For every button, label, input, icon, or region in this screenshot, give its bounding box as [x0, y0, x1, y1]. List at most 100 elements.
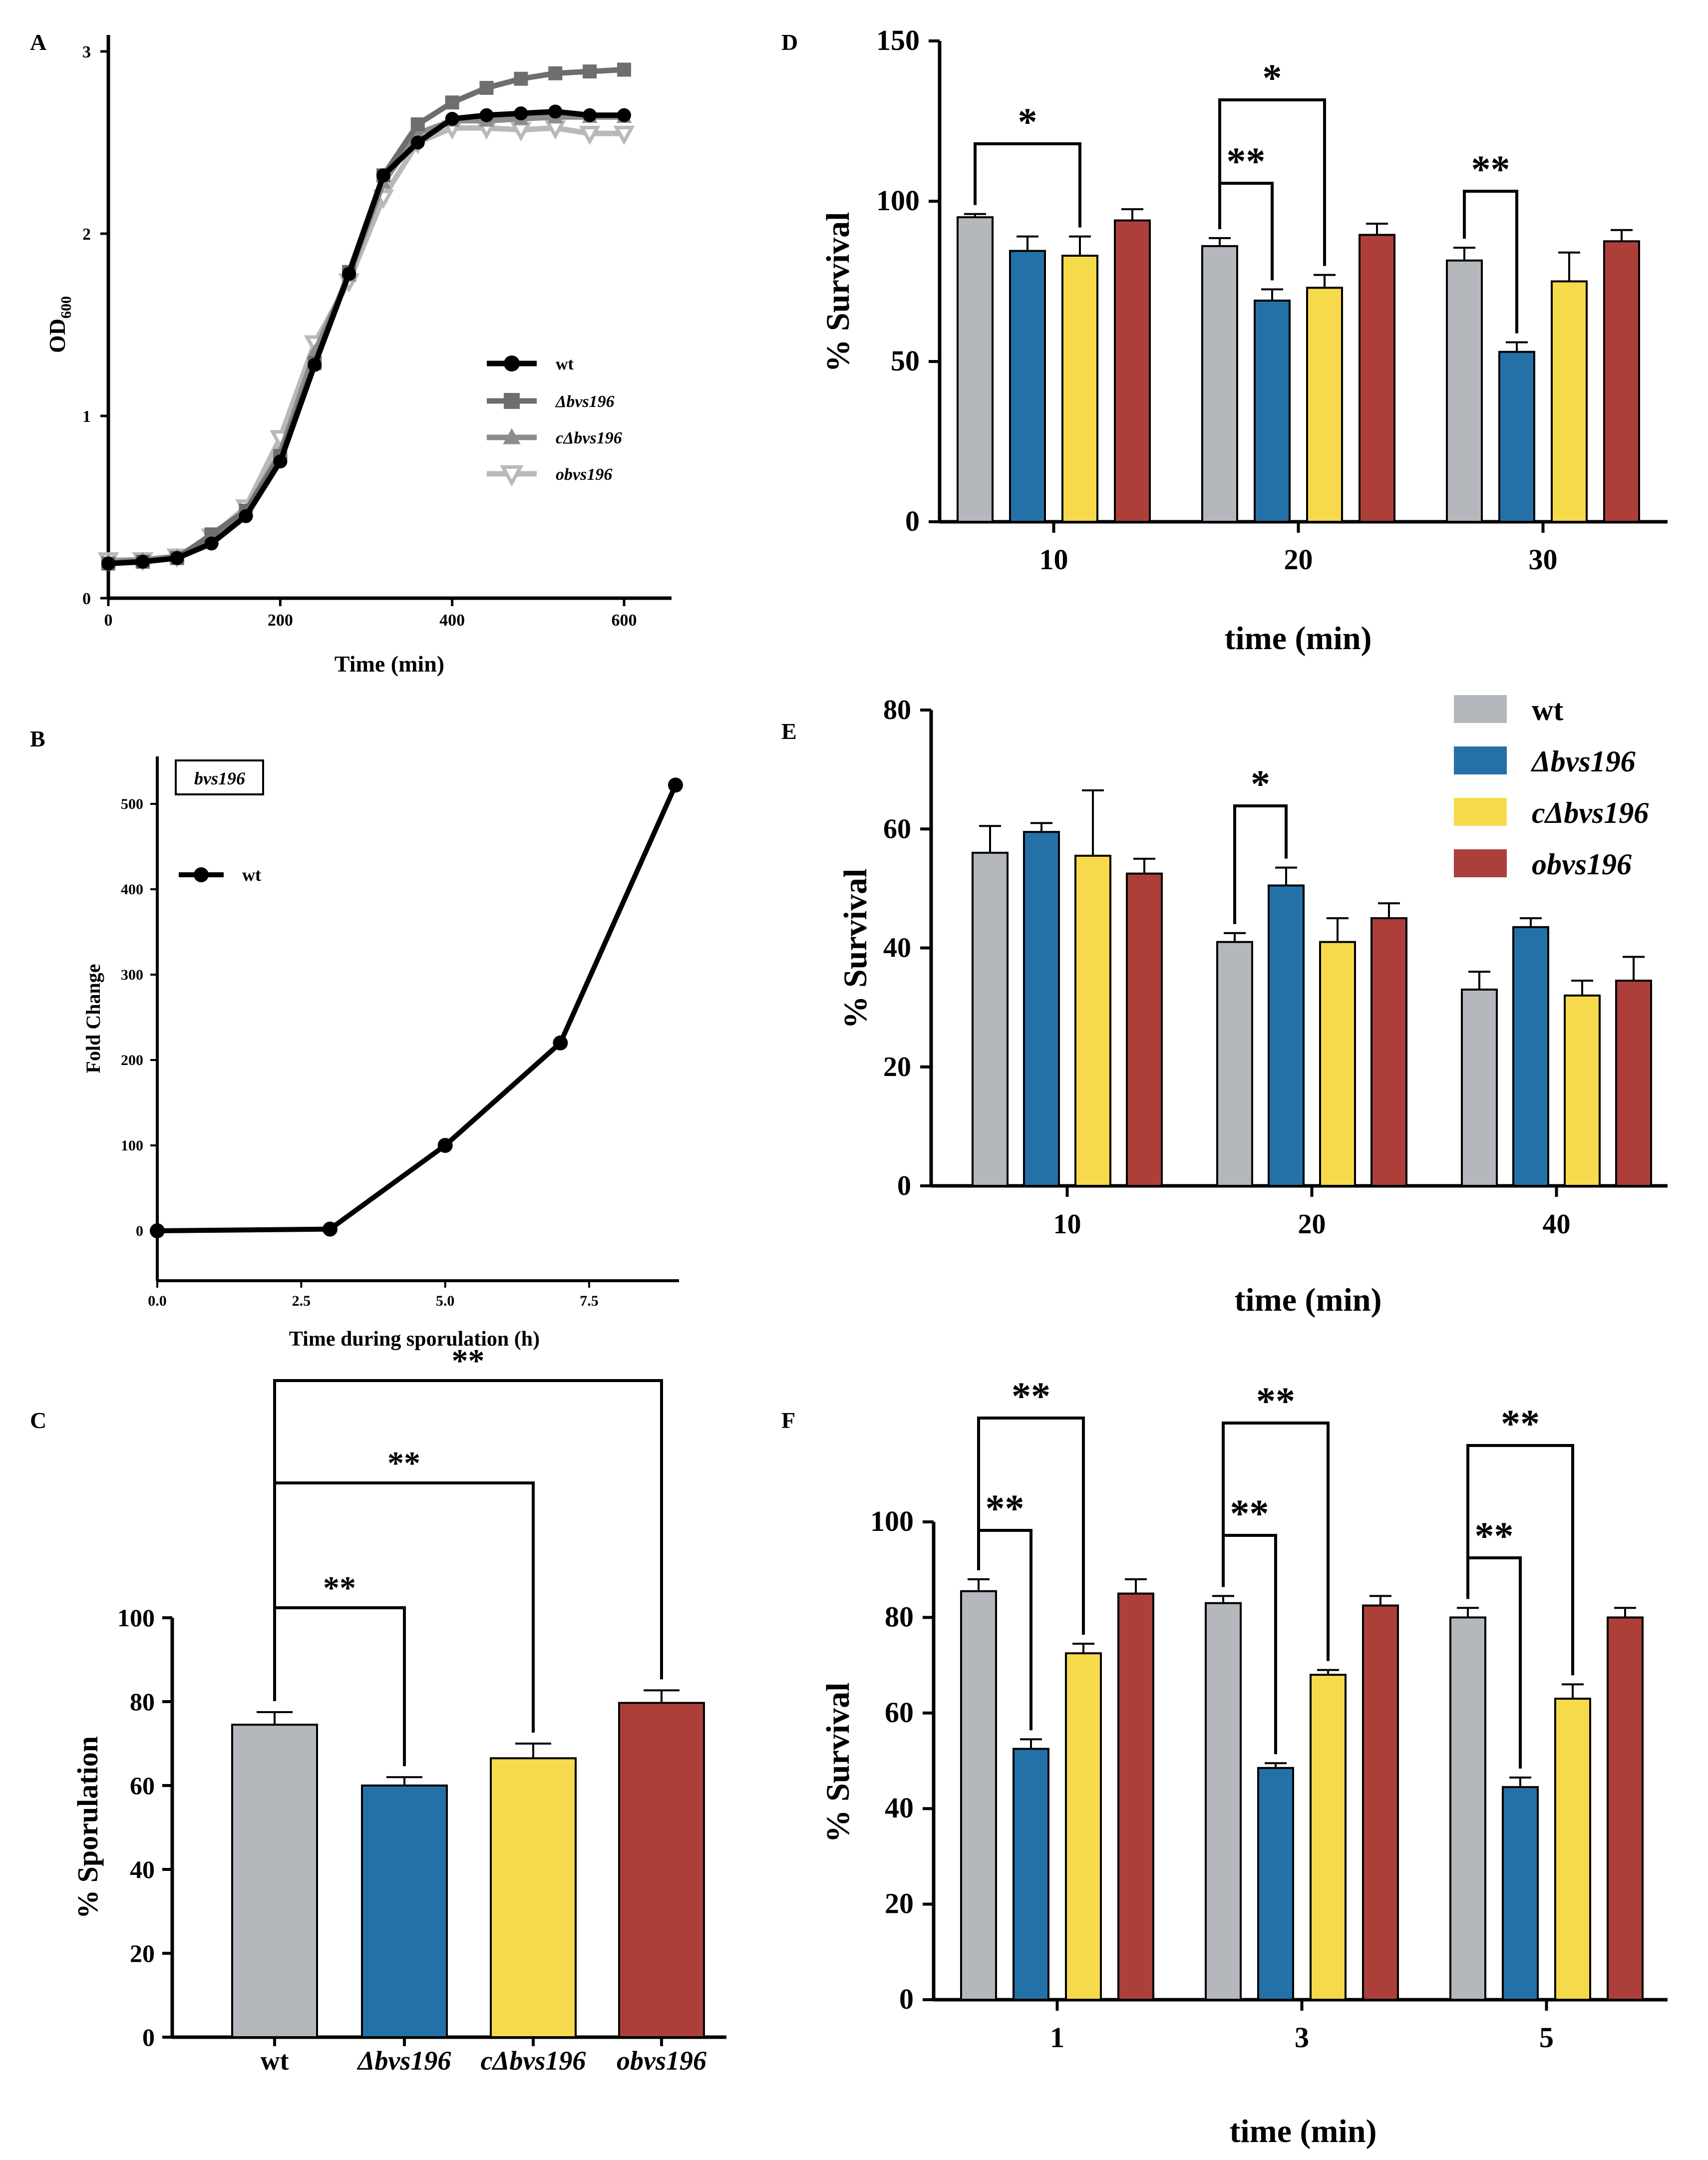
- series-line-Δbvs196: [108, 67, 625, 567]
- bar-obvs196-5: [1607, 1616, 1644, 2001]
- y-tick-label: 60: [883, 813, 911, 844]
- legend-marker-wt: [504, 356, 520, 371]
- y-tick-label: 100: [117, 1604, 155, 1632]
- panel-label-a: A: [30, 29, 46, 55]
- x-tick-label: cΔbvs196: [481, 2046, 586, 2076]
- bar-wt-1: [960, 1590, 997, 2001]
- x-tick-label: 1: [1050, 2021, 1064, 2054]
- x-tick-label: 0.0: [148, 1293, 167, 1309]
- bar-Δbvs196-1: [1013, 1748, 1049, 2001]
- legend-swatch-cΔbvs196: [1454, 798, 1507, 826]
- x-tick-label: 10: [1039, 543, 1068, 576]
- significance-bracket-label: **: [1471, 147, 1510, 191]
- x-axis-label: Time during sporulation (h): [289, 1328, 540, 1351]
- legend-marker-cΔbvs196: [503, 428, 521, 444]
- panel-label-b: B: [30, 726, 45, 751]
- x-tick-label: 400: [439, 611, 465, 630]
- legend-label-cΔbvs196: cΔbvs196: [1532, 796, 1649, 829]
- chart-f-survival: 0 20 40 60 80 100 time (min) % Survival 1 3 5 ** ** *…: [820, 1374, 1668, 2150]
- x-tick-label: Δbvs196: [357, 2046, 451, 2076]
- bar-Δbvs196-5: [1502, 1786, 1539, 2001]
- y-tick-label: 80: [883, 695, 911, 725]
- series-line-cΔbvs196: [108, 114, 624, 565]
- x-tick-label: 40: [1543, 1209, 1571, 1240]
- bar-cΔbvs196-5: [1554, 1698, 1591, 2001]
- significance-bracket: [974, 142, 1081, 228]
- significance-bracket-label: **: [1230, 1491, 1269, 1535]
- legend-swatch-Δbvs196: [1454, 746, 1507, 774]
- data-point-Δbvs196: [445, 95, 459, 110]
- chart-e-survival: 0 20 40 60 80 time (min) % Survival 10 20 40 * wt Δb…: [837, 694, 1668, 1318]
- bar-wt-20: [1216, 941, 1253, 1187]
- data-point-cΔbvs196: [410, 125, 426, 140]
- bar-Δbvs196-40: [1512, 926, 1549, 1187]
- data-point-Δbvs196: [410, 117, 425, 131]
- legend-label-obvs196: obvs196: [556, 465, 612, 484]
- significance-bracket-label: **: [1501, 1402, 1540, 1445]
- y-tick-label: 50: [891, 345, 920, 377]
- significance-bracket: [273, 1379, 663, 1701]
- bar-cΔbvs196-40: [1564, 994, 1601, 1187]
- chart-b-fold-change: 0.0 2.5 5.0 7.5 0 100 200 300 400 500 Time during …: [82, 756, 683, 1351]
- y-axis-label: Fold Change: [82, 964, 104, 1074]
- panel-label-c: C: [30, 1408, 46, 1433]
- y-tick-label: 300: [121, 967, 143, 983]
- data-point-wt: [617, 108, 631, 122]
- y-tick-label: 40: [883, 933, 911, 964]
- series-line-obvs196: [108, 125, 624, 563]
- bar-obvs196-20: [1370, 917, 1407, 1187]
- y-tick-label: 0: [82, 590, 91, 608]
- bar-obvs196-1: [1117, 1592, 1154, 2001]
- panel-label-f: F: [781, 1408, 795, 1433]
- x-axis-label: Time (min): [335, 651, 444, 677]
- legend-label-wt: wt: [242, 865, 261, 885]
- y-tick-label: 150: [876, 24, 920, 56]
- data-point-Δbvs196: [548, 66, 563, 80]
- x-tick-label: 2.5: [292, 1293, 311, 1309]
- bar-wt-3: [1205, 1602, 1242, 2001]
- significance-bracket-label: **: [986, 1486, 1025, 1530]
- gene-label-box: [175, 759, 264, 795]
- significance-bracket: [1466, 1444, 1574, 1676]
- x-tick-label: wt: [261, 2046, 289, 2076]
- x-tick-label: 0: [104, 611, 113, 630]
- significance-bracket-label: **: [1227, 139, 1266, 183]
- y-tick-label: 3: [82, 43, 91, 61]
- y-tick-label: 0: [142, 2023, 155, 2051]
- significance-bracket-label: *: [1263, 56, 1282, 99]
- bar-obvs196-3: [1362, 1604, 1399, 2001]
- data-point-wt: [445, 112, 459, 126]
- x-tick-label: 20: [1298, 1209, 1326, 1240]
- bar-obvs196: [618, 1702, 705, 2038]
- data-point-wt: [170, 551, 184, 565]
- data-point-wt: [204, 536, 219, 551]
- bar-cΔbvs196-3: [1310, 1674, 1347, 2001]
- data-point-wt: [553, 1035, 568, 1051]
- x-tick-label: 3: [1295, 2021, 1309, 2054]
- legend-label-wt: wt: [1532, 694, 1563, 726]
- y-tick-label: 200: [121, 1052, 143, 1069]
- data-point-obvs196: [544, 120, 566, 140]
- data-point-wt: [323, 1221, 338, 1237]
- y-tick-label: 0: [905, 505, 920, 537]
- panel-label-e: E: [781, 719, 797, 744]
- bar-obvs196-10: [1114, 219, 1151, 523]
- data-point-wt: [342, 267, 356, 281]
- bar-obvs196-30: [1603, 240, 1640, 523]
- x-tick-label: 5: [1539, 2021, 1554, 2054]
- y-tick-label: 500: [121, 796, 143, 812]
- legend-label-Δbvs196: Δbvs196: [555, 392, 615, 411]
- y-axis-label: % Survival: [820, 212, 856, 372]
- data-point-wt: [479, 108, 494, 122]
- bar-Δbvs196-30: [1498, 351, 1535, 523]
- y-label-subscript: 600: [58, 296, 74, 319]
- bar-cΔbvs196-10: [1074, 854, 1111, 1187]
- y-axis-label: % Sporulation: [71, 1736, 104, 1919]
- y-tick-label: 80: [885, 1600, 914, 1633]
- gene-label: bvs196: [194, 768, 245, 788]
- significance-bracket-label: **: [387, 1445, 420, 1481]
- data-point-Δbvs196: [617, 62, 631, 77]
- x-tick-label: 5.0: [436, 1293, 455, 1309]
